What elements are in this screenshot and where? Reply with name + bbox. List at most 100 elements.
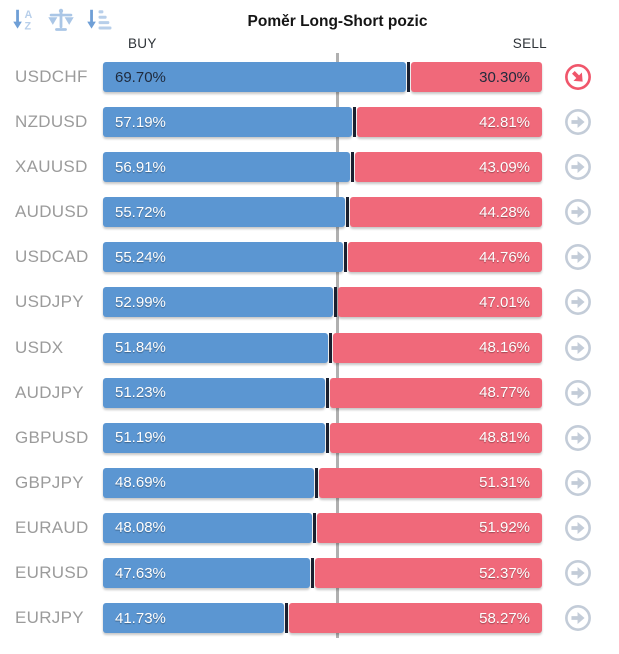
pair-label: EURAUD	[15, 517, 89, 537]
pair-label: GBPJPY	[15, 472, 84, 492]
pair-label: USDX	[15, 337, 64, 357]
ratio-bar: 69.70% 30.30%	[103, 62, 542, 92]
detail-arrow-button[interactable]	[564, 108, 592, 136]
table-row: USDJPY 52.99% 47.01%	[0, 287, 619, 318]
sell-percent-value: 51.31%	[479, 474, 530, 492]
detail-arrow-button[interactable]	[564, 153, 592, 181]
table-row: NZDUSD 57.19% 42.81%	[0, 107, 619, 138]
circle-arrow-icon	[565, 199, 591, 226]
table-row: EURJPY 41.73% 58.27%	[0, 603, 619, 634]
sell-percent-value: 48.81%	[479, 429, 530, 447]
buy-percent-value: 52.99%	[115, 293, 166, 311]
buy-segment: 41.73%	[103, 603, 284, 634]
ratio-bar: 52.99% 47.01%	[103, 287, 542, 318]
sell-percent-value: 58.27%	[479, 609, 530, 627]
ratio-bar: 48.08% 51.92%	[103, 512, 542, 543]
sort-alphabetical-icon: A Z	[13, 9, 33, 33]
detail-arrow-button[interactable]	[564, 198, 592, 226]
buy-segment: 56.91%	[103, 152, 351, 183]
pair-label: AUDJPY	[15, 382, 84, 402]
table-row: EURUSD 47.63% 52.37%	[0, 558, 619, 589]
circle-arrow-icon	[565, 469, 591, 496]
buy-percent-value: 69.70%	[115, 68, 166, 86]
sell-percent-value: 42.81%	[479, 113, 530, 131]
buy-percent-value: 51.23%	[115, 384, 166, 402]
svg-text:A: A	[25, 9, 33, 21]
buy-segment: 52.99%	[103, 287, 334, 318]
pair-label: GBPUSD	[15, 427, 89, 447]
sell-segment: 51.92%	[316, 512, 542, 543]
buy-percent-value: 48.08%	[115, 519, 166, 537]
buy-segment: 48.08%	[103, 512, 312, 543]
detail-arrow-button[interactable]	[564, 379, 592, 407]
sell-segment: 30.30%	[411, 62, 542, 92]
ratio-bar: 47.63% 52.37%	[103, 558, 542, 589]
detail-arrow-button[interactable]	[564, 469, 592, 497]
sell-segment: 58.27%	[288, 603, 542, 634]
sell-segment: 52.37%	[314, 558, 542, 589]
sell-percent-value: 48.77%	[479, 384, 530, 402]
pair-label: USDCAD	[15, 247, 89, 267]
buy-segment: 57.19%	[103, 107, 352, 138]
buy-segment: 51.84%	[103, 332, 329, 363]
pair-label: EURUSD	[15, 563, 89, 583]
sell-percent-value: 48.16%	[479, 339, 530, 357]
balance-scale-button[interactable]	[47, 6, 75, 34]
table-row: GBPUSD 51.19% 48.81%	[0, 422, 619, 453]
segment-divider-icon	[310, 558, 314, 589]
buy-column-header: BUY	[128, 36, 157, 51]
segment-divider-icon	[346, 197, 350, 228]
sort-alphabetical-button[interactable]: A Z	[10, 6, 38, 34]
detail-arrow-button[interactable]	[564, 514, 592, 542]
table-row: AUDJPY 51.23% 48.77%	[0, 377, 619, 408]
buy-percent-value: 57.19%	[115, 113, 166, 131]
sell-segment: 42.81%	[356, 107, 542, 138]
pair-label: USDCHF	[15, 67, 88, 86]
detail-arrow-button[interactable]	[564, 63, 592, 91]
ratio-bar: 51.84% 48.16%	[103, 332, 542, 363]
segment-divider-icon	[351, 152, 355, 183]
detail-arrow-button[interactable]	[564, 243, 592, 271]
circle-arrow-icon	[565, 334, 591, 361]
sort-toolbar: A Z	[10, 6, 112, 34]
buy-segment: 48.69%	[103, 467, 315, 498]
table-row: USDCAD 55.24% 44.76%	[0, 242, 619, 273]
pair-label: USDJPY	[15, 292, 84, 312]
detail-arrow-button[interactable]	[564, 288, 592, 316]
ratio-bar: 48.69% 51.31%	[103, 467, 542, 498]
balance-scale-icon	[48, 8, 74, 31]
segment-divider-icon	[329, 332, 333, 363]
pair-label: NZDUSD	[15, 112, 88, 132]
table-row: USDCHF 69.70% 30.30%	[0, 62, 619, 92]
sell-percent-value: 44.28%	[479, 203, 530, 221]
sell-segment: 48.16%	[333, 332, 542, 363]
circle-arrow-icon	[565, 289, 591, 316]
segment-divider-icon	[407, 62, 411, 92]
detail-arrow-button[interactable]	[564, 559, 592, 587]
sell-segment: 47.01%	[338, 287, 542, 318]
detail-arrow-button[interactable]	[564, 424, 592, 452]
table-row: GBPJPY 48.69% 51.31%	[0, 467, 619, 498]
sell-percent-value: 47.01%	[479, 293, 530, 311]
buy-segment: 47.63%	[103, 558, 310, 589]
sort-amount-button[interactable]	[84, 6, 112, 34]
detail-arrow-button[interactable]	[564, 334, 592, 362]
sell-segment: 43.09%	[355, 152, 542, 183]
sell-segment: 44.76%	[348, 242, 542, 273]
sort-amount-icon	[87, 9, 112, 30]
ratio-bar: 51.19% 48.81%	[103, 422, 542, 453]
widget-title: Poměr Long-Short pozic	[247, 13, 428, 30]
detail-arrow-button[interactable]	[564, 604, 592, 632]
buy-percent-value: 48.69%	[115, 474, 166, 492]
buy-percent-value: 41.73%	[115, 609, 166, 627]
segment-divider-icon	[326, 422, 330, 453]
segment-divider-icon	[344, 242, 347, 273]
buy-percent-value: 55.72%	[115, 203, 166, 221]
table-row: EURAUD 48.08% 51.92%	[0, 512, 619, 543]
pair-label: EURJPY	[15, 608, 84, 628]
sell-percent-value: 44.76%	[479, 248, 530, 266]
ratio-bar: 56.91% 43.09%	[103, 152, 542, 183]
ratio-bar: 55.72% 44.28%	[103, 197, 542, 228]
buy-percent-value: 47.63%	[115, 564, 166, 582]
column-headers: BUY SELL	[118, 36, 557, 51]
